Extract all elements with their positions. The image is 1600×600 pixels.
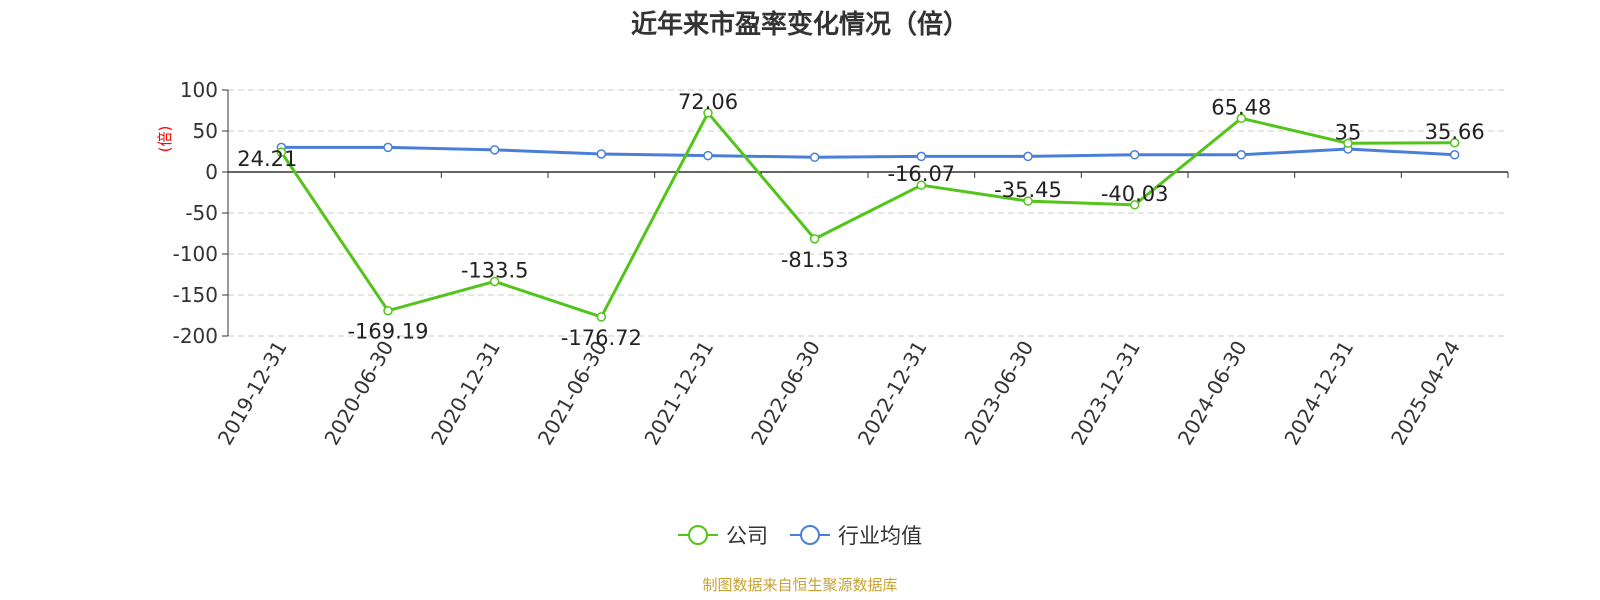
legend-label-company: 公司 xyxy=(726,524,768,548)
data-label-company: 24.21 xyxy=(237,147,297,171)
data-point-company xyxy=(1023,196,1033,206)
data-point-industry-average xyxy=(1236,150,1247,160)
x-tick-label: 2020-12-31 xyxy=(426,336,505,449)
data-label-company: -133.5 xyxy=(461,258,529,282)
legend-label-industry-average: 行业均值 xyxy=(838,524,922,548)
chart-title: 近年来市盈率变化情况（倍） xyxy=(630,10,969,40)
data-label-company: 65.48 xyxy=(1211,95,1271,119)
x-tick-label: 2020-06-30 xyxy=(319,337,398,450)
series-line-company xyxy=(280,111,1455,319)
legend-item-company[interactable]: 公司 xyxy=(678,520,768,550)
x-tick-label: 2021-06-30 xyxy=(533,337,612,450)
data-point-company xyxy=(1343,138,1353,149)
data-point-company xyxy=(916,180,927,190)
data-point-company xyxy=(1129,200,1140,210)
data-point-industry-average xyxy=(383,142,393,153)
data-label-company: -176.72 xyxy=(561,326,642,350)
x-tick-label: 2019-12-31 xyxy=(213,337,292,450)
series-line-industry-average xyxy=(281,145,1455,159)
data-label-company: -16.07 xyxy=(887,162,955,186)
data-label-company: -35.45 xyxy=(994,178,1062,202)
y-tick-label: -150 xyxy=(173,283,218,307)
legend-item-industry-average[interactable]: 行业均值 xyxy=(790,520,922,550)
legend: 公司 行业均值 xyxy=(0,520,1600,550)
y-tick-label: 100 xyxy=(180,78,218,102)
data-label-company: 35.66 xyxy=(1425,120,1485,144)
data-point-company xyxy=(383,305,393,316)
x-tick-label: 2022-12-31 xyxy=(853,336,932,449)
legend-marker-company xyxy=(678,525,718,545)
data-label-company: -81.53 xyxy=(781,248,849,272)
data-label-company: 72.06 xyxy=(678,90,738,114)
data-point-industry-average xyxy=(596,149,607,159)
data-point-industry-average xyxy=(916,151,927,162)
y-axis-label: (倍) xyxy=(156,126,174,153)
y-tick-label: -100 xyxy=(173,242,218,266)
data-point-company xyxy=(276,147,287,157)
x-tick-label: 2023-06-30 xyxy=(959,337,1038,450)
data-point-industry-average xyxy=(809,152,820,162)
y-tick-label: -50 xyxy=(185,201,218,225)
legend-marker-industry-average xyxy=(790,525,830,545)
x-tick-label: 2021-12-31 xyxy=(639,337,718,450)
data-label-company: -40.03 xyxy=(1101,182,1169,206)
y-tick-label: 0 xyxy=(205,160,218,184)
x-tick-label: 2024-06-30 xyxy=(1173,337,1252,450)
data-point-company xyxy=(1449,138,1460,148)
data-point-company xyxy=(703,108,713,118)
x-tick-label: 2023-12-31 xyxy=(1066,337,1145,450)
y-tick-label: 50 xyxy=(193,119,218,143)
x-tick-label: 2022-06-30 xyxy=(746,337,825,450)
data-point-industry-average xyxy=(1023,151,1033,162)
data-label-company: -169.19 xyxy=(347,320,428,344)
data-point-company xyxy=(596,312,607,322)
y-tick-label: -200 xyxy=(173,324,218,348)
data-point-industry-average xyxy=(1449,150,1460,160)
data-point-industry-average xyxy=(1129,150,1140,160)
data-source-note: 制图数据来自恒生聚源数据库 xyxy=(702,576,898,594)
data-point-company xyxy=(809,234,820,244)
x-tick-label: 2025-04-24 xyxy=(1386,337,1465,450)
x-tick-label: 2024-12-31 xyxy=(1279,337,1358,450)
data-point-industry-average xyxy=(703,150,713,161)
data-point-industry-average xyxy=(489,145,500,155)
data-point-company xyxy=(489,276,500,287)
data-label-company: 35 xyxy=(1335,120,1362,144)
data-point-company xyxy=(1236,113,1247,124)
